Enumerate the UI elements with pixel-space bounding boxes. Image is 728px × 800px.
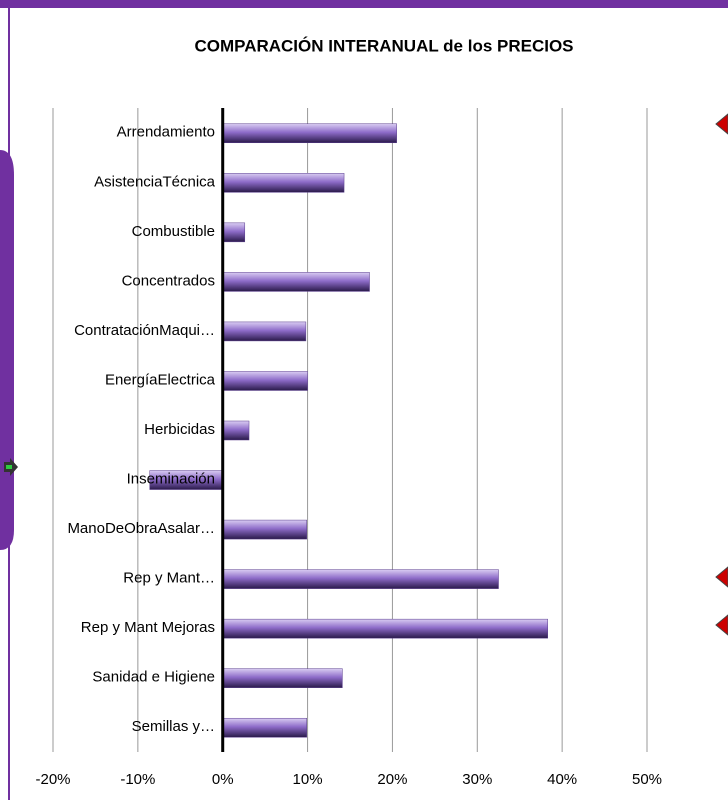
bar — [222, 569, 499, 589]
bar — [222, 519, 307, 540]
y-tick-label: Herbicidas — [144, 421, 215, 438]
x-tick-label: 0% — [212, 771, 234, 788]
bar — [222, 272, 370, 292]
y-tick-label: Arrendamiento — [117, 124, 215, 141]
y-tick-label: Concentrados — [122, 272, 215, 289]
x-tick-label: 10% — [293, 771, 323, 788]
x-tick-label: -20% — [35, 771, 70, 788]
y-tick-label: Rep y Mant Mejoras — [81, 619, 215, 636]
grid — [52, 108, 648, 752]
x-tick-label: -10% — [120, 771, 155, 788]
bar — [222, 717, 307, 738]
x-tick-label: 20% — [377, 771, 407, 788]
side-tab — [0, 150, 14, 550]
x-tick-label: 30% — [462, 771, 492, 788]
labels: -20% -10% 0% 10% 20% 30% 40% 50% Arrendamiento As… — [35, 124, 662, 788]
bars — [149, 108, 548, 752]
y-tick-label: Inseminación — [127, 471, 215, 488]
bar — [222, 173, 345, 193]
x-tick-label: 50% — [632, 771, 662, 788]
marker-icon — [715, 614, 728, 636]
y-tick-label: AsistenciaTécnica — [94, 173, 216, 190]
marker-icon — [715, 566, 728, 588]
y-tick-label: Combustible — [132, 223, 215, 240]
bar — [222, 371, 308, 391]
bar — [222, 222, 246, 243]
marker-icon — [715, 113, 728, 135]
arrow-icon-fill — [6, 465, 12, 469]
top-border — [0, 0, 728, 8]
y-tick-label: ManoDeObraAsalar… — [67, 520, 215, 537]
chart-title: COMPARACIÓN INTERANUAL de los PRECIOS — [194, 36, 573, 55]
bar — [222, 668, 343, 688]
y-tick-label: Semillas y… — [132, 718, 215, 735]
x-tick-label: 40% — [547, 771, 577, 788]
bar — [222, 321, 307, 342]
bar — [222, 123, 397, 144]
bar — [222, 618, 548, 639]
y-tick-label: Rep y Mant… — [123, 570, 215, 587]
bar — [222, 420, 250, 441]
y-tick-label: Sanidad e Higiene — [92, 669, 215, 686]
y-tick-label: ContrataciónMaqui… — [74, 322, 215, 339]
y-tick-label: EnergíaElectrica — [105, 371, 216, 388]
